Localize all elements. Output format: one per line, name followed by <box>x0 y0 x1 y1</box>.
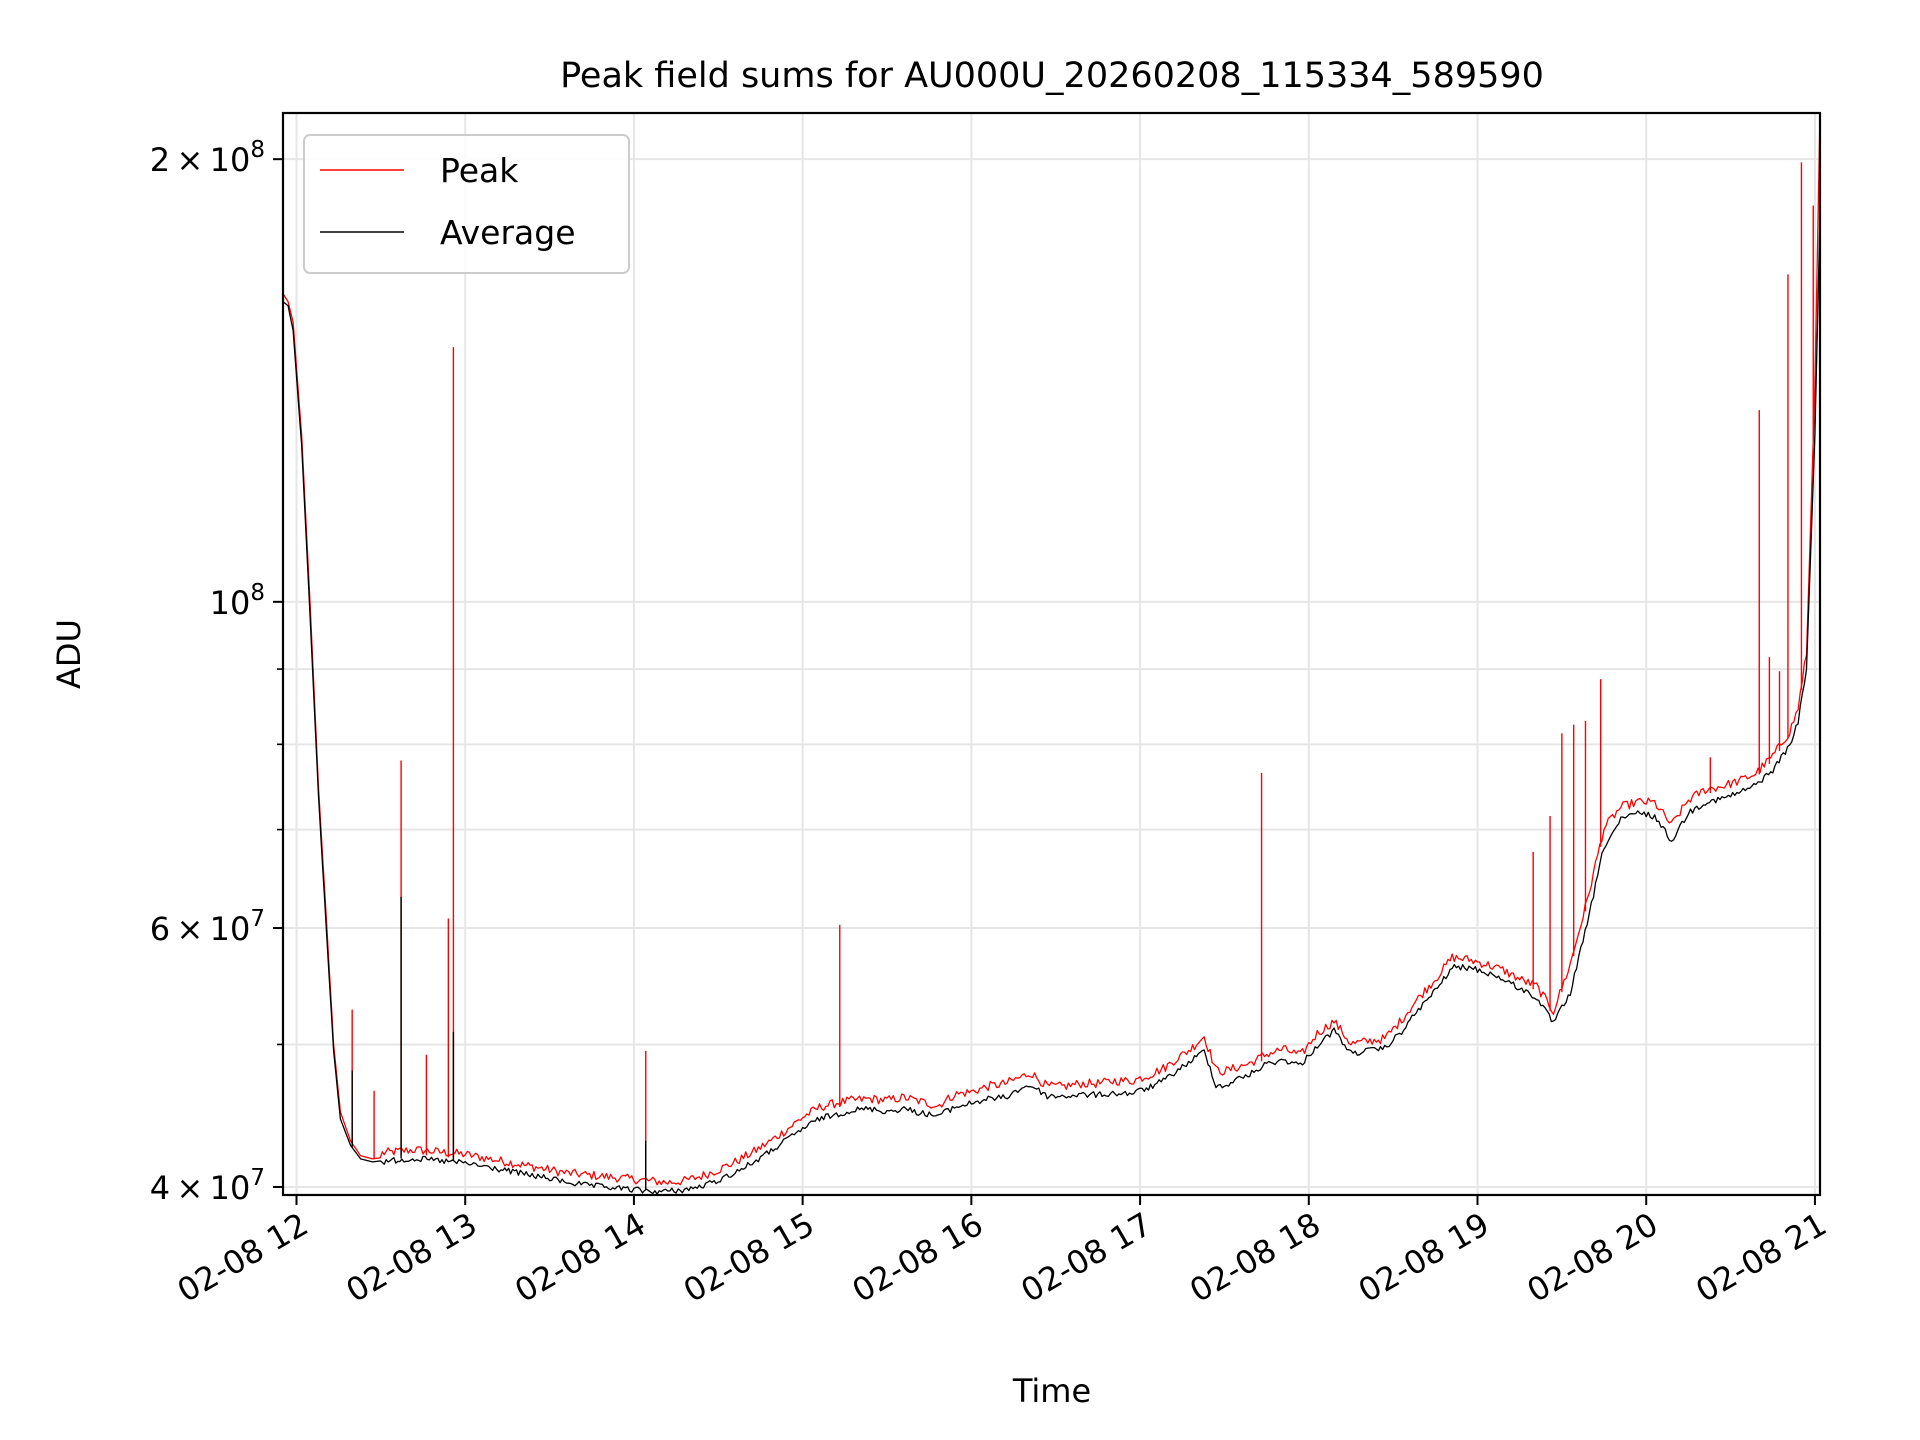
series-group <box>283 113 1820 1195</box>
x-axis-label: Time <box>1012 1372 1091 1410</box>
y-tick-label: 2 × 108 <box>150 137 265 179</box>
x-tick-label: 02-08 19 <box>1352 1205 1496 1310</box>
axis-ticks: 02-08 12 02-08 13 02-08 14 02-08 15 02-08 16… <box>150 137 1833 1310</box>
x-tick-label: 02-08 14 <box>508 1205 652 1310</box>
y-tick-label: 4 × 107 <box>150 1165 265 1207</box>
peak-series-line <box>283 113 1820 1186</box>
x-tick-label: 02-08 16 <box>846 1205 990 1310</box>
grid-lines <box>283 113 1820 1195</box>
chart-title: Peak field sums for AU000U_20260208_1153… <box>560 56 1544 96</box>
y-axis-label: ADU <box>50 619 88 689</box>
y-tick-label: 108 <box>210 580 265 622</box>
legend-peak-label: Peak <box>440 151 519 190</box>
x-tick-label: 02-08 15 <box>677 1205 821 1310</box>
average-series-line <box>283 215 1820 1195</box>
x-tick-label: 02-08 13 <box>340 1205 484 1310</box>
legend: Peak Average <box>303 134 630 274</box>
plot-area <box>283 113 1820 1195</box>
legend-average-label: Average <box>440 213 576 252</box>
y-tick-label: 6 × 107 <box>150 906 265 948</box>
x-tick-label: 02-08 12 <box>171 1205 315 1310</box>
plot-frame <box>281 111 1822 1197</box>
x-tick-label: 02-08 21 <box>1689 1205 1833 1310</box>
x-tick-label: 02-08 17 <box>1014 1205 1158 1310</box>
x-tick-label: 02-08 20 <box>1521 1205 1665 1310</box>
x-tick-label: 02-08 18 <box>1183 1205 1327 1310</box>
